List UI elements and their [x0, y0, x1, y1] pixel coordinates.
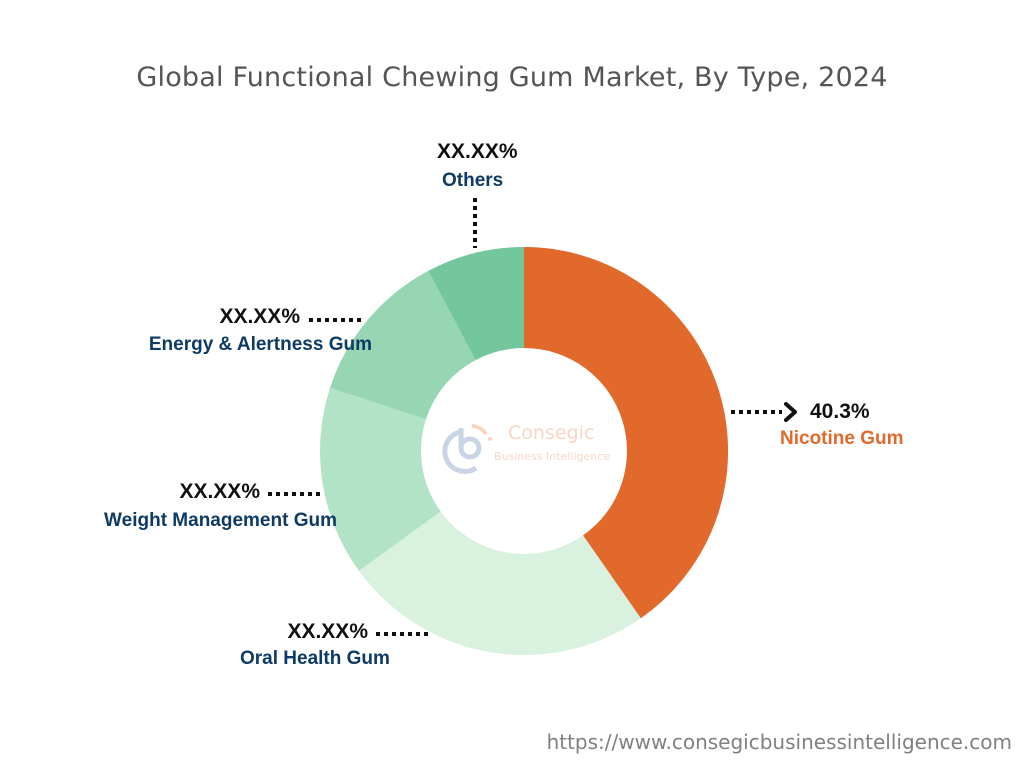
segment-weight-management-gum[interactable] [320, 388, 441, 571]
label-energy-value: XX.XX% [219, 305, 300, 328]
segment-nicotine-gum[interactable] [524, 246, 729, 619]
segment-energy-alertness-gum[interactable] [330, 270, 476, 420]
footer-url[interactable]: https://www.consegicbusinessintelligence… [546, 730, 1012, 754]
label-oral-value: XX.XX% [287, 620, 368, 643]
chart-title: Global Functional Chewing Gum Market, By… [136, 62, 888, 93]
label-weight-value: XX.XX% [179, 480, 260, 503]
label-energy-name: Energy & Alertness Gum [148, 334, 372, 355]
watermark-subtitle: Business Intelligence [494, 450, 611, 463]
label-oral-name: Oral Health Gum [240, 648, 390, 669]
label-nicotine-name: Nicotine Gum [780, 428, 904, 449]
label-others-name: Others [442, 170, 504, 191]
arrow-icon [784, 402, 797, 422]
label-weight-name: Weight Management Gum [104, 510, 337, 531]
watermark-name: Consegic [508, 422, 595, 444]
segment-others[interactable] [428, 247, 524, 361]
label-nicotine-value: 40.3% [810, 400, 870, 423]
watermark-logo: Consegic Business Intelligence [444, 420, 614, 476]
segment-oral-health-gum[interactable] [359, 511, 641, 656]
consegic-logo-icon [442, 424, 492, 474]
label-others-value: XX.XX% [437, 140, 518, 163]
